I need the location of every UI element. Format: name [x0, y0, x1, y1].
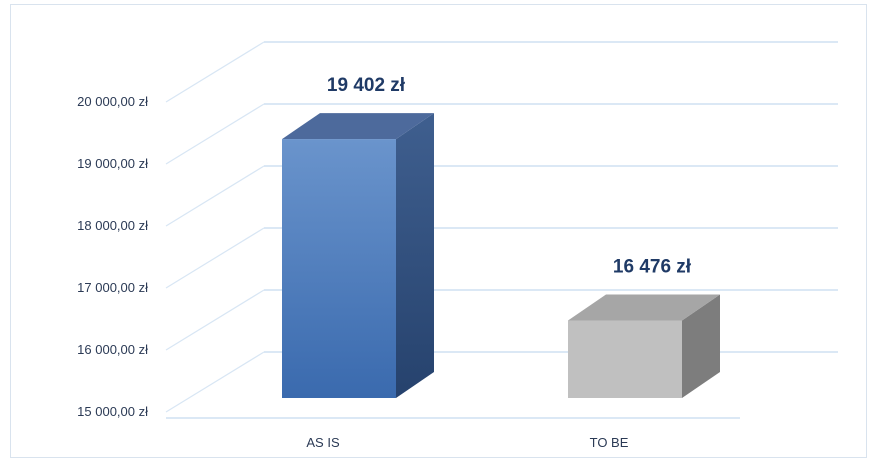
data-label: 19 402 zł	[327, 75, 406, 96]
category-label: AS IS	[306, 435, 340, 450]
gridline-side	[165, 165, 265, 227]
y-axis-tick-labels: 15 000,00 zł 16 000,00 zł 17 000,00 zł 18 0…	[77, 94, 148, 419]
gridline-side	[165, 227, 265, 289]
x-axis-category-labels: AS IS TO BE	[306, 435, 628, 450]
y-tick-label: 16 000,00 zł	[77, 342, 148, 357]
gridline-side	[165, 103, 265, 165]
gridline-side	[165, 41, 265, 103]
bar-front	[282, 139, 396, 399]
gridline-side	[165, 289, 265, 351]
bar-to-be	[568, 294, 720, 398]
category-label: TO BE	[590, 435, 629, 450]
chart-frame	[10, 4, 867, 458]
bar-side	[396, 113, 434, 399]
data-label: 16 476 zł	[613, 256, 692, 277]
bar-top	[282, 113, 434, 140]
y-tick-label: 17 000,00 zł	[77, 280, 148, 295]
bars	[282, 113, 720, 399]
y-tick-label: 19 000,00 zł	[77, 156, 148, 171]
gridlines	[165, 41, 838, 419]
y-tick-label: 20 000,00 zł	[77, 94, 148, 109]
y-tick-label: 15 000,00 zł	[77, 404, 148, 419]
gridline-side	[165, 351, 265, 413]
data-labels: 19 402 zł 16 476 zł	[327, 75, 692, 277]
bar-top	[568, 294, 720, 321]
bar-front	[568, 320, 682, 398]
bar-as-is	[282, 113, 434, 399]
bar-side	[682, 294, 720, 398]
y-tick-label: 18 000,00 zł	[77, 218, 148, 233]
